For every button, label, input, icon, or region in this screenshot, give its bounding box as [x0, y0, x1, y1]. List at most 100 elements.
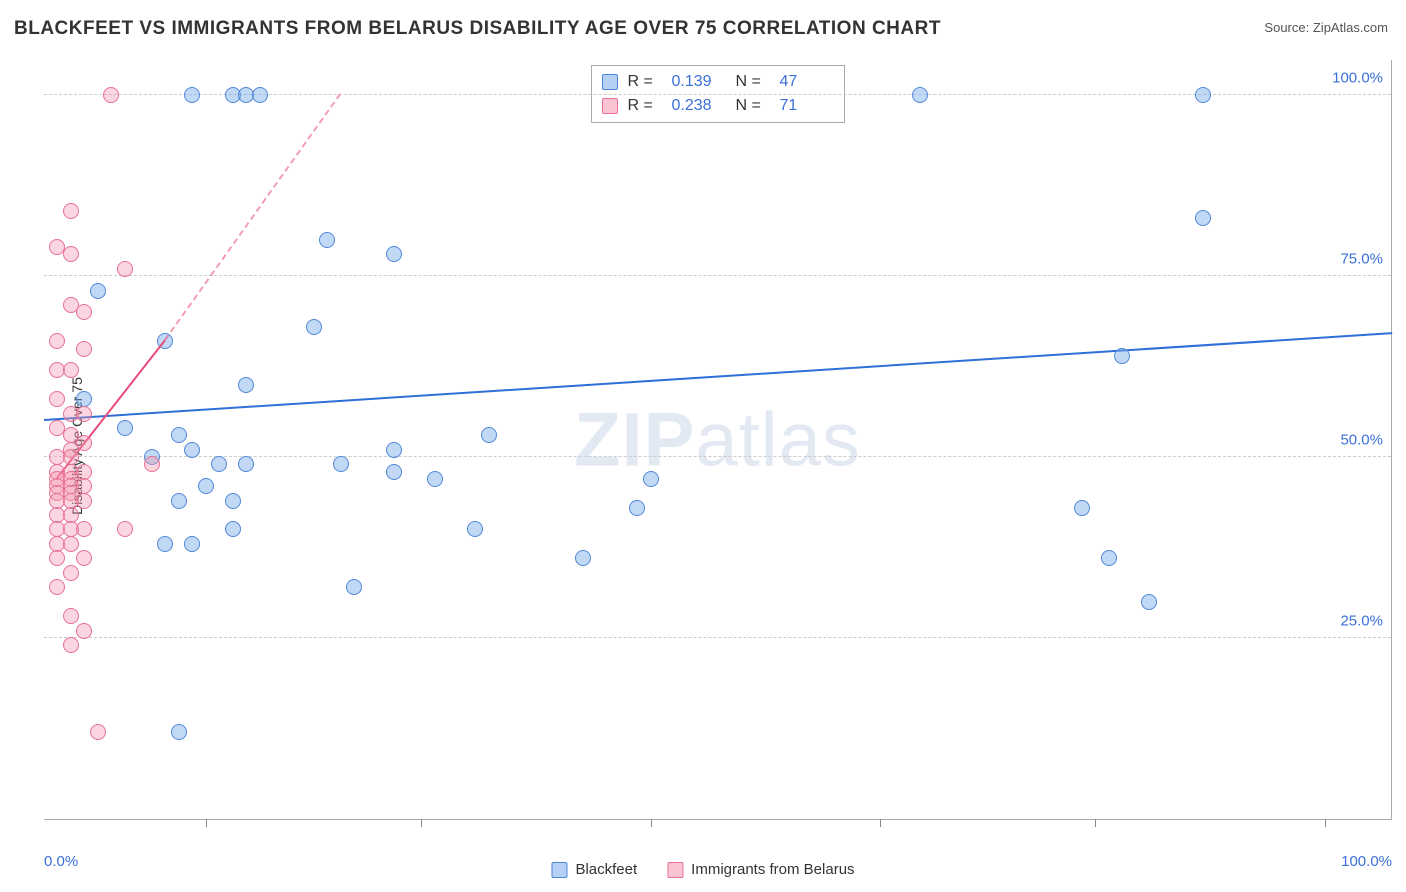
gridline-h	[44, 275, 1391, 276]
data-point	[117, 420, 133, 436]
data-point	[198, 478, 214, 494]
data-point	[306, 319, 322, 335]
legend-swatch	[602, 74, 618, 90]
data-point	[171, 724, 187, 740]
data-point	[49, 333, 65, 349]
legend-item: Blackfeet	[551, 861, 637, 878]
gridline-h	[44, 637, 1391, 638]
data-point	[76, 623, 92, 639]
data-point	[76, 406, 92, 422]
source-name: ZipAtlas.com	[1313, 20, 1388, 35]
data-point	[117, 261, 133, 277]
legend-swatch	[667, 862, 683, 878]
data-point	[211, 456, 227, 472]
x-tick	[421, 819, 422, 827]
data-point	[63, 565, 79, 581]
data-point	[225, 493, 241, 509]
data-point	[386, 464, 402, 480]
trend-line	[164, 94, 341, 341]
data-point	[63, 246, 79, 262]
data-point	[1101, 550, 1117, 566]
data-point	[76, 304, 92, 320]
legend: Blackfeet Immigrants from Belarus	[551, 861, 854, 878]
watermark-light: atlas	[695, 397, 861, 482]
data-point	[319, 232, 335, 248]
data-point	[76, 521, 92, 537]
data-point	[467, 521, 483, 537]
data-point	[225, 521, 241, 537]
data-point	[252, 87, 268, 103]
y-tick-label: 100.0%	[1332, 70, 1383, 87]
data-point	[171, 493, 187, 509]
data-point	[76, 493, 92, 509]
data-point	[333, 456, 349, 472]
data-point	[1141, 594, 1157, 610]
watermark-bold: ZIP	[574, 397, 695, 482]
x-tick	[1325, 819, 1326, 827]
x-axis-max-label: 100.0%	[1341, 853, 1392, 870]
x-tick	[206, 819, 207, 827]
scatter-plot: ZIPatlas R = 0.139 N = 47 R = 0.238 N = 71 25.0…	[44, 60, 1392, 820]
data-point	[481, 427, 497, 443]
data-point	[184, 87, 200, 103]
legend-item: Immigrants from Belarus	[667, 861, 854, 878]
data-point	[427, 471, 443, 487]
data-point	[386, 442, 402, 458]
data-point	[184, 442, 200, 458]
data-point	[49, 550, 65, 566]
data-point	[184, 536, 200, 552]
legend-swatch	[551, 862, 567, 878]
data-point	[346, 579, 362, 595]
data-point	[144, 456, 160, 472]
data-point	[76, 341, 92, 357]
data-point	[912, 87, 928, 103]
data-point	[63, 203, 79, 219]
r-label: R =	[628, 94, 662, 118]
x-tick	[651, 819, 652, 827]
n-label: N =	[736, 70, 770, 94]
data-point	[575, 550, 591, 566]
data-point	[63, 637, 79, 653]
data-point	[238, 456, 254, 472]
data-point	[49, 391, 65, 407]
y-tick-label: 50.0%	[1340, 432, 1383, 449]
x-axis-min-label: 0.0%	[44, 853, 78, 870]
r-value: 0.139	[672, 70, 726, 94]
chart-title: BLACKFEET VS IMMIGRANTS FROM BELARUS DIS…	[14, 18, 941, 40]
data-point	[103, 87, 119, 103]
legend-swatch	[602, 98, 618, 114]
data-point	[63, 536, 79, 552]
legend-label: Blackfeet	[575, 861, 637, 878]
data-point	[171, 427, 187, 443]
data-point	[386, 246, 402, 262]
data-point	[238, 377, 254, 393]
legend-label: Immigrants from Belarus	[691, 861, 854, 878]
data-point	[157, 536, 173, 552]
data-point	[63, 362, 79, 378]
source-label: Source:	[1264, 20, 1309, 35]
y-tick-label: 75.0%	[1340, 251, 1383, 268]
n-value: 47	[780, 70, 834, 94]
r-value: 0.238	[672, 94, 726, 118]
data-point	[1114, 348, 1130, 364]
watermark: ZIPatlas	[574, 396, 861, 483]
data-point	[1195, 87, 1211, 103]
data-point	[643, 471, 659, 487]
data-point	[90, 283, 106, 299]
data-point	[90, 724, 106, 740]
r-label: R =	[628, 70, 662, 94]
stats-row: R = 0.238 N = 71	[602, 94, 834, 118]
stats-row: R = 0.139 N = 47	[602, 70, 834, 94]
data-point	[117, 521, 133, 537]
data-point	[76, 550, 92, 566]
data-point	[629, 500, 645, 516]
source-credit: Source: ZipAtlas.com	[1264, 20, 1388, 35]
data-point	[1074, 500, 1090, 516]
n-value: 71	[780, 94, 834, 118]
data-point	[63, 608, 79, 624]
y-tick-label: 25.0%	[1340, 613, 1383, 630]
chart-frame: BLACKFEET VS IMMIGRANTS FROM BELARUS DIS…	[0, 0, 1406, 892]
data-point	[49, 579, 65, 595]
x-tick	[1095, 819, 1096, 827]
n-label: N =	[736, 94, 770, 118]
